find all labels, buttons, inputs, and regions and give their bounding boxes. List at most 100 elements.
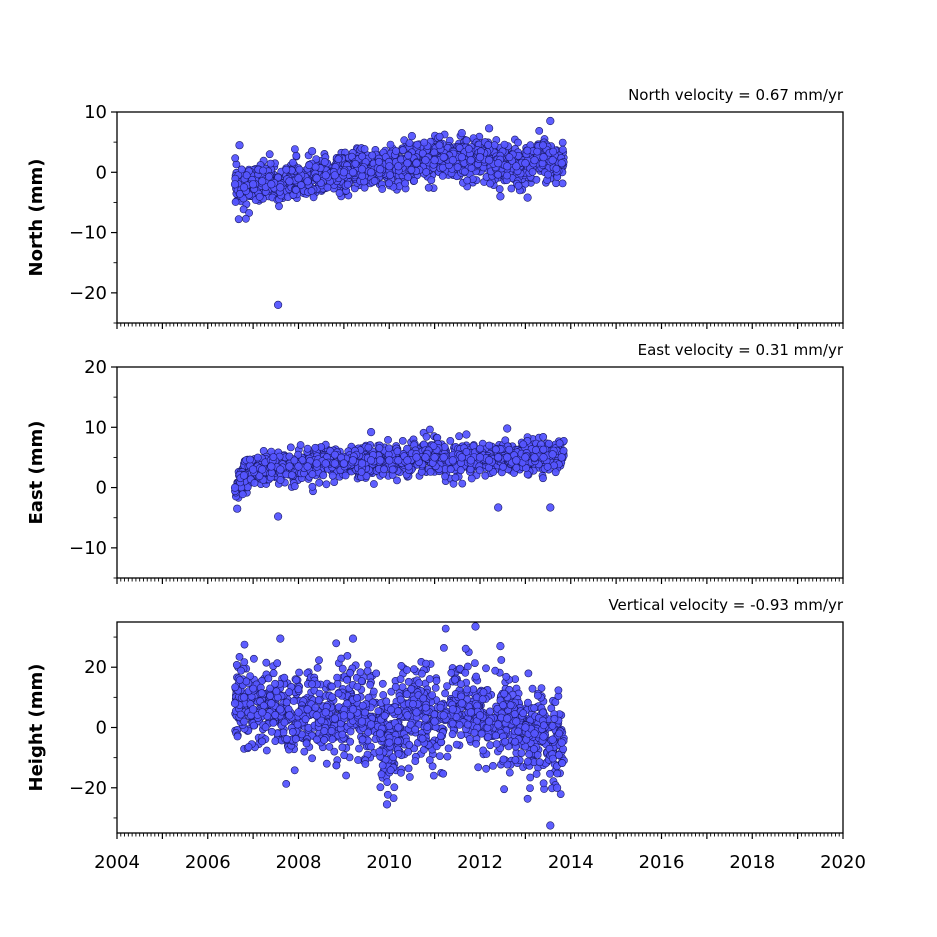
data-point: [470, 728, 479, 737]
data-point: [376, 165, 385, 174]
data-point: [539, 141, 547, 150]
data-point: [305, 161, 314, 170]
data-point: [539, 474, 547, 483]
data-point: [382, 697, 391, 706]
data-point: [514, 181, 523, 190]
data-point: [271, 711, 280, 719]
data-point: [499, 462, 507, 471]
data-point: [393, 476, 401, 485]
data-point: [346, 669, 354, 677]
data-point: [404, 677, 413, 686]
data-point: [427, 176, 436, 185]
data-point: [269, 669, 278, 678]
data-point: [467, 164, 476, 172]
data-point: [472, 672, 480, 681]
data-point: [393, 447, 402, 456]
data-point: [397, 662, 406, 670]
data-point: [367, 456, 376, 465]
data-point: [312, 155, 321, 163]
data-point: [419, 694, 428, 703]
data-point: [334, 689, 343, 698]
data-point: [439, 153, 448, 162]
data-point: [240, 640, 249, 649]
data-point: [361, 760, 370, 768]
data-point: [282, 698, 291, 707]
data-point: [255, 192, 264, 201]
y-tick-label: −20: [69, 283, 107, 304]
data-point: [539, 453, 548, 462]
data-point: [358, 701, 367, 710]
data-point: [492, 740, 501, 748]
data-point: [259, 166, 267, 175]
data-point: [409, 700, 417, 708]
data-point: [258, 177, 267, 186]
data-point: [322, 480, 331, 489]
data-point: [523, 757, 532, 766]
data-point: [407, 165, 416, 174]
data-point: [461, 668, 470, 677]
data-point: [398, 146, 407, 155]
data-point: [383, 778, 392, 786]
data-point: [303, 462, 312, 471]
data-point: [376, 456, 385, 465]
data-point: [394, 707, 402, 716]
data-point: [528, 167, 537, 176]
data-point: [386, 140, 395, 149]
data-point: [297, 181, 305, 189]
data-point: [363, 667, 372, 675]
data-point: [435, 752, 444, 760]
data-point: [533, 691, 542, 700]
data-point: [429, 771, 438, 780]
data-point: [239, 183, 249, 192]
data-point: [425, 756, 434, 764]
data-point: [539, 153, 548, 162]
data-point: [249, 684, 258, 693]
data-point: [475, 466, 484, 475]
data-point: [494, 453, 503, 462]
data-point: [420, 138, 429, 147]
data-point: [484, 140, 493, 149]
data-point: [385, 179, 393, 188]
data-point: [546, 769, 554, 778]
data-point: [462, 430, 471, 439]
data-point: [315, 689, 324, 698]
data-point: [503, 424, 512, 433]
data-point: [274, 512, 283, 521]
y-tick-label: 0: [96, 162, 107, 183]
data-point: [265, 172, 273, 181]
data-point: [385, 444, 393, 453]
data-point: [548, 450, 557, 459]
data-point: [512, 456, 521, 465]
data-point: [526, 784, 534, 792]
data-point: [524, 698, 532, 707]
data-point: [438, 171, 447, 180]
data-point: [339, 168, 349, 177]
data-point: [290, 145, 299, 153]
data-point: [403, 159, 412, 168]
data-point: [447, 668, 456, 677]
data-point: [369, 480, 378, 488]
data-point: [386, 171, 394, 179]
data-point: [481, 471, 490, 480]
data-point: [362, 472, 371, 480]
y-tick-label: 10: [84, 102, 107, 123]
data-point: [378, 679, 387, 688]
data-point: [457, 453, 466, 462]
data-point: [429, 442, 438, 450]
data-point: [370, 176, 379, 185]
data-point: [558, 145, 567, 154]
data-point: [530, 156, 539, 165]
data-point: [261, 723, 270, 732]
data-point: [523, 794, 532, 803]
data-point: [389, 794, 398, 802]
data-point: [266, 692, 274, 700]
data-point: [364, 728, 372, 737]
data-point: [548, 156, 557, 165]
data-point: [285, 177, 294, 186]
data-point: [322, 759, 331, 768]
data-point: [237, 666, 245, 675]
data-point: [430, 710, 439, 719]
data-point: [287, 471, 296, 479]
data-point: [458, 479, 467, 488]
data-point: [341, 471, 350, 480]
